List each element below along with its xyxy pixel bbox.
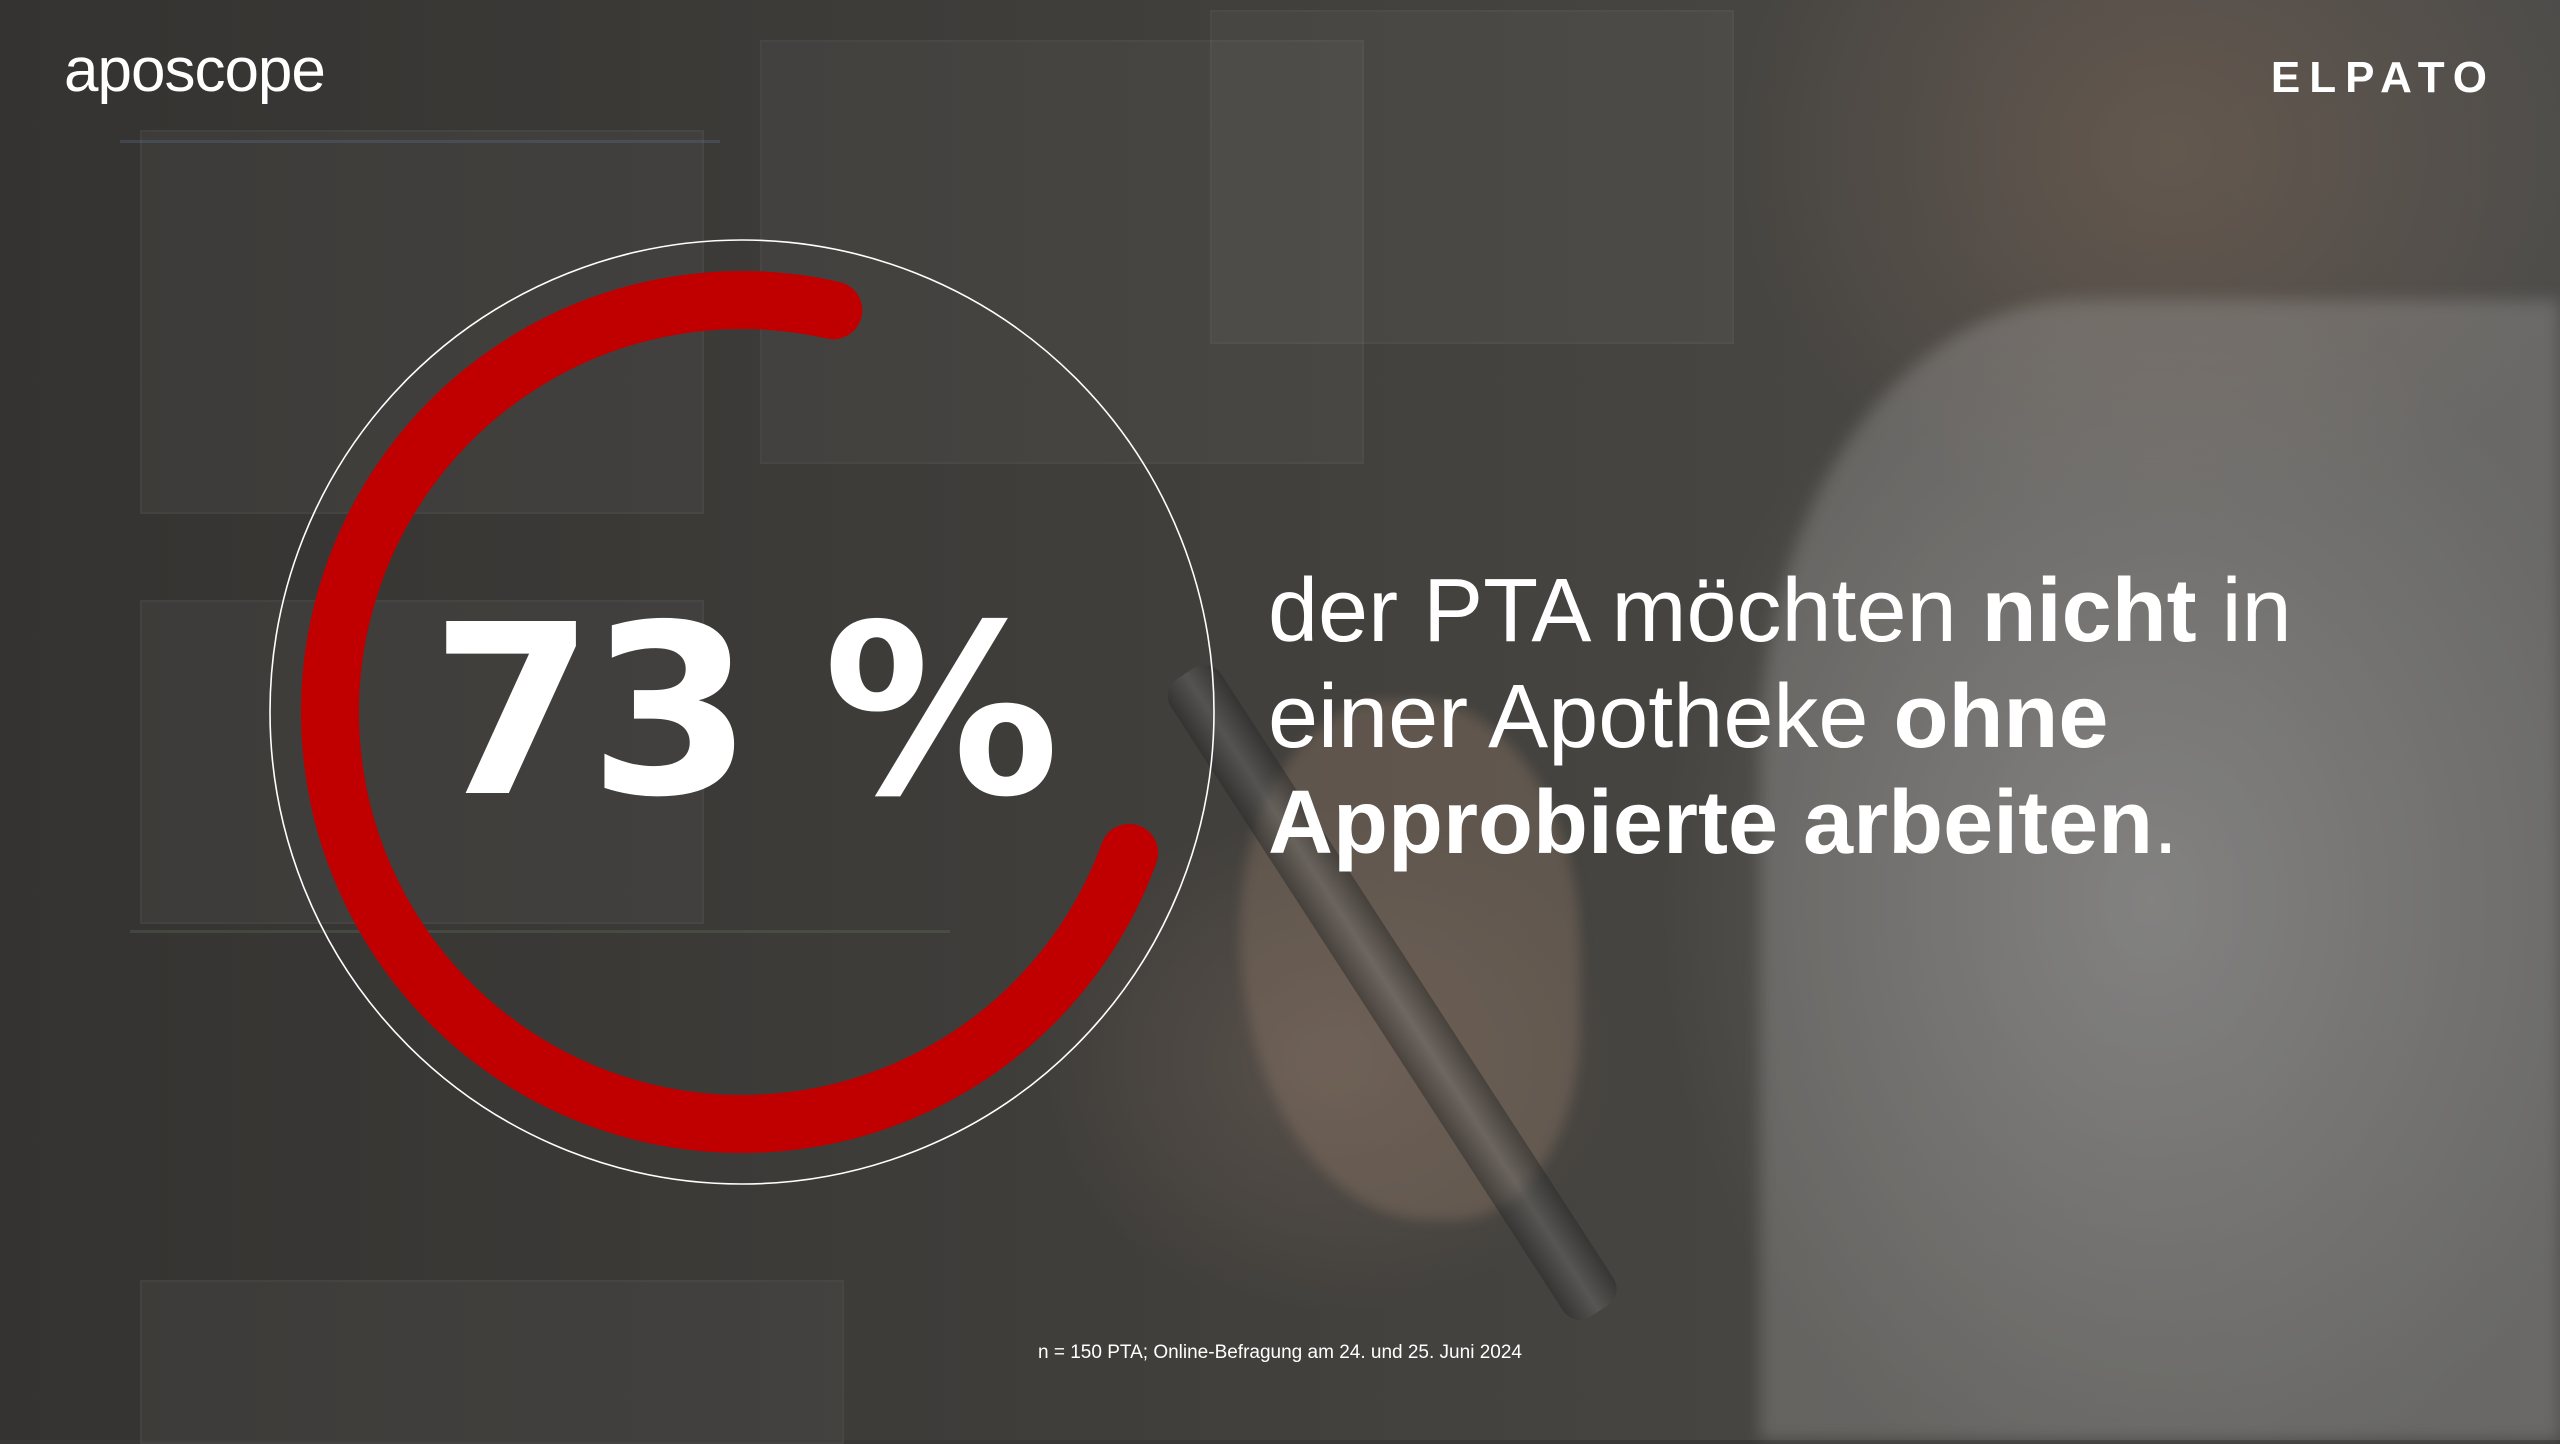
- background-pharmacist-coat: [1760, 300, 2560, 1440]
- aposcope-logo: aposcope: [64, 36, 326, 105]
- survey-footnote: n = 150 PTA; Online-Befragung am 24. und…: [1038, 1342, 1522, 1363]
- gauge-outline-ring: [269, 239, 1215, 1185]
- background-shelf: [1210, 10, 1734, 344]
- percentage-value: 73 %: [430, 574, 1059, 849]
- headline-text: der PTA möchten nicht in einer Apotheke …: [1268, 558, 2508, 876]
- headline-part-1: der PTA möchten: [1268, 561, 1982, 661]
- headline-part-3: in einer Apotheke: [1268, 561, 2292, 767]
- headline-emphasis-nicht: nicht: [1981, 561, 2197, 661]
- headline-emphasis-ohne-approbierte: ohne Approbierte arbeiten: [1268, 667, 2154, 873]
- gauge-value-arc: [301, 271, 1159, 1153]
- headline-part-5: .: [2153, 773, 2179, 873]
- background-shelf-edge: [120, 140, 720, 143]
- percentage-value-wrap: 73 %: [266, 236, 1218, 1188]
- background-hand: [1240, 700, 1580, 1220]
- gauge-chart: [269, 239, 1215, 1185]
- percentage-gauge: 73 %: [266, 236, 1218, 1188]
- background-shelf-edge: [130, 930, 950, 933]
- elpato-logo: ELPATO: [2270, 53, 2496, 102]
